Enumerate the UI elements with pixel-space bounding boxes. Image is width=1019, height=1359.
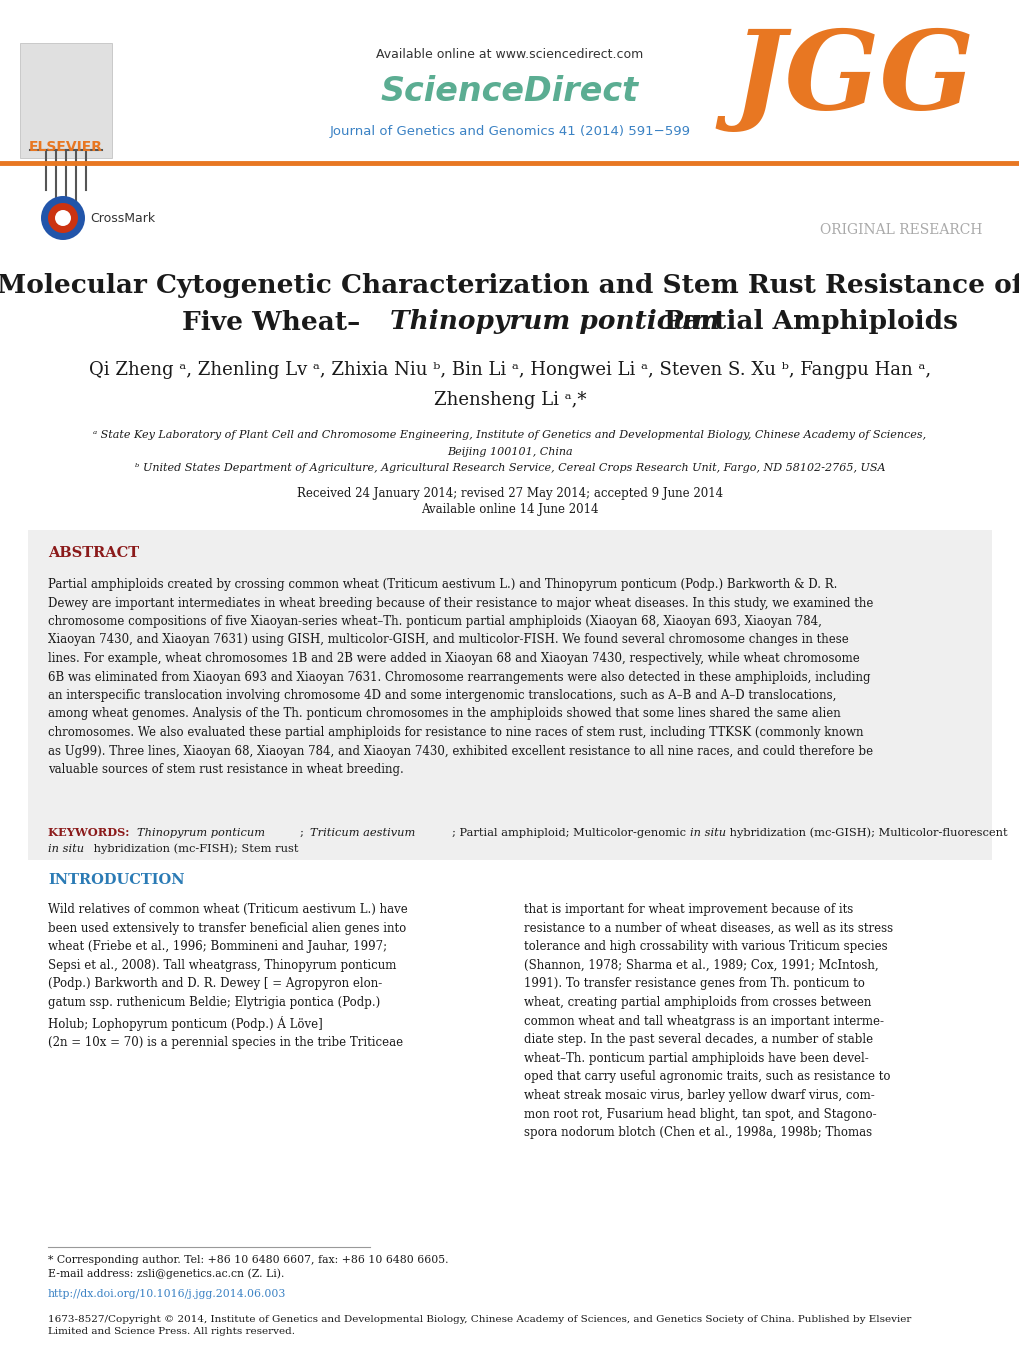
Text: Received 24 January 2014; revised 27 May 2014; accepted 9 June 2014: Received 24 January 2014; revised 27 May…	[297, 487, 722, 500]
Text: * Corresponding author. Tel: +86 10 6480 6607, fax: +86 10 6480 6605.: * Corresponding author. Tel: +86 10 6480…	[48, 1254, 448, 1265]
Circle shape	[48, 202, 77, 232]
Text: ScienceDirect: ScienceDirect	[380, 75, 639, 107]
Text: http://dx.doi.org/10.1016/j.jgg.2014.06.003: http://dx.doi.org/10.1016/j.jgg.2014.06.…	[48, 1288, 286, 1299]
Text: Available online 14 June 2014: Available online 14 June 2014	[421, 503, 598, 515]
Text: Zhensheng Li ᵃ,*: Zhensheng Li ᵃ,*	[433, 391, 586, 409]
Text: Five Wheat–: Five Wheat–	[181, 310, 360, 334]
Text: Partial Amphiploids: Partial Amphiploids	[654, 310, 957, 334]
Text: ; Partial amphiploid; Multicolor-genomic: ; Partial amphiploid; Multicolor-genomic	[451, 828, 689, 839]
Text: ORIGINAL RESEARCH: ORIGINAL RESEARCH	[819, 223, 981, 236]
Text: hybridization (mc-GISH); Multicolor-fluorescent: hybridization (mc-GISH); Multicolor-fluo…	[726, 828, 1010, 839]
Text: hybridization (mc-FISH); Stem rust: hybridization (mc-FISH); Stem rust	[90, 844, 299, 855]
Text: 1673-8527/Copyright © 2014, Institute of Genetics and Developmental Biology, Chi: 1673-8527/Copyright © 2014, Institute of…	[48, 1316, 911, 1336]
Text: Wild relatives of common wheat (Triticum aestivum L.) have
been used extensively: Wild relatives of common wheat (Triticum…	[48, 902, 408, 1049]
FancyBboxPatch shape	[20, 43, 112, 158]
FancyBboxPatch shape	[28, 530, 991, 860]
Text: ᵃ State Key Laboratory of Plant Cell and Chromosome Engineering, Institute of Ge: ᵃ State Key Laboratory of Plant Cell and…	[94, 429, 925, 440]
Text: Triticum aestivum: Triticum aestivum	[310, 828, 415, 839]
Text: CrossMark: CrossMark	[90, 212, 155, 224]
Text: KEYWORDS:: KEYWORDS:	[48, 828, 133, 839]
Text: that is important for wheat improvement because of its
resistance to a number of: that is important for wheat improvement …	[524, 902, 893, 1139]
Circle shape	[55, 211, 71, 226]
Text: ABSTRACT: ABSTRACT	[48, 546, 139, 560]
Text: ELSEVIER: ELSEVIER	[29, 140, 103, 154]
Text: Partial amphiploids created by crossing common wheat (Triticum aestivum L.) and : Partial amphiploids created by crossing …	[48, 578, 872, 776]
Text: JGG: JGG	[732, 24, 974, 132]
Text: Beijing 100101, China: Beijing 100101, China	[446, 447, 573, 457]
Text: E-mail address: zsli@genetics.ac.cn (Z. Li).: E-mail address: zsli@genetics.ac.cn (Z. …	[48, 1269, 284, 1279]
Text: Journal of Genetics and Genomics 41 (2014) 591−599: Journal of Genetics and Genomics 41 (201…	[329, 125, 690, 139]
Text: Molecular Cytogenetic Characterization and Stem Rust Resistance of: Molecular Cytogenetic Characterization a…	[0, 273, 1019, 298]
Text: INTRODUCTION: INTRODUCTION	[48, 872, 184, 887]
Text: ᵇ United States Department of Agriculture, Agricultural Research Service, Cereal: ᵇ United States Department of Agricultur…	[135, 463, 884, 473]
Text: Qi Zheng ᵃ, Zhenling Lv ᵃ, Zhixia Niu ᵇ, Bin Li ᵃ, Hongwei Li ᵃ, Steven S. Xu ᵇ,: Qi Zheng ᵃ, Zhenling Lv ᵃ, Zhixia Niu ᵇ,…	[89, 361, 930, 379]
Text: in situ: in situ	[689, 828, 726, 839]
Text: Thinopyrum ponticum: Thinopyrum ponticum	[389, 310, 719, 334]
Circle shape	[41, 196, 85, 241]
Text: ;: ;	[300, 828, 307, 839]
Text: Available online at www.sciencedirect.com: Available online at www.sciencedirect.co…	[376, 48, 643, 61]
Text: in situ: in situ	[48, 844, 84, 853]
Text: Thinopyrum ponticum: Thinopyrum ponticum	[137, 828, 265, 839]
